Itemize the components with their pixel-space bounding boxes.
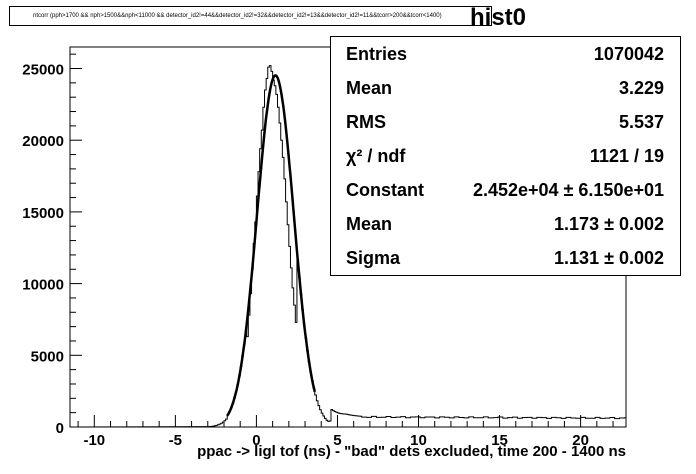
x-axis-title: ppac -> ligl tof (ns) - "bad" dets exclu…	[197, 443, 626, 460]
stats-value: 1.131 ± 0.002	[554, 248, 664, 268]
stats-label: Sigma	[346, 248, 401, 268]
stats-label: Entries	[346, 44, 408, 64]
stats-row: Constant 2.452e+04 ± 6.150e+01	[331, 174, 680, 208]
y-tick-label: 15000	[22, 205, 64, 222]
y-tick-label: 20000	[22, 133, 64, 150]
stats-box: Entries 1070042 Mean 3.229 RMS 5.537 χ² / ndf 1…	[330, 36, 681, 276]
stats-value: 1.173 ± 0.002	[554, 214, 664, 234]
x-tick-label: 20	[572, 432, 589, 449]
stats-value: 5.537	[618, 112, 664, 132]
gaussian-fit	[226, 74, 317, 417]
stats-row: Entries 1070042	[331, 38, 680, 72]
stats-row: RMS 5.537	[331, 106, 680, 140]
stats-label: χ² / ndf	[346, 146, 406, 166]
x-tick-label: 15	[491, 432, 508, 449]
stats-label: Mean	[346, 214, 393, 234]
stats-row: Mean 1.173 ± 0.002	[331, 208, 680, 242]
stats-row: Mean 3.229	[331, 72, 680, 106]
histogram-bins	[69, 65, 626, 428]
axes: 0 5000 10000 15000 20000 25000 -10 -5 0 5 10 15 20	[22, 53, 614, 449]
histogram-name: hist0	[470, 4, 527, 31]
y-tick-label: 0	[56, 420, 64, 437]
stats-value: 1121 / 19	[589, 146, 664, 166]
x-tick-label: -10	[83, 432, 105, 449]
y-tick-label: 5000	[31, 348, 64, 365]
cut-expression-label: ntcorr (pph>1700 && nph>1500&&nph<11000 …	[9, 6, 492, 26]
stats-row: χ² / ndf 1121 / 19	[331, 140, 680, 174]
x-tick-label: -5	[169, 432, 182, 449]
histogram-outline	[69, 65, 626, 428]
stats-label: RMS	[346, 112, 386, 132]
fit-curve	[226, 74, 317, 417]
x-tick-label: 5	[333, 432, 341, 449]
stats-label: Mean	[346, 78, 393, 98]
stats-label: Constant	[346, 180, 424, 200]
stats-row: Sigma 1.131 ± 0.002	[331, 242, 680, 276]
x-tick-label: 0	[252, 432, 260, 449]
stats-value: 3.229	[618, 78, 664, 98]
y-tick-label: 10000	[22, 277, 64, 294]
y-tick-label: 25000	[22, 62, 64, 79]
stats-value: 2.452e+04 ± 6.150e+01	[472, 180, 664, 200]
stats-value: 1070042	[593, 44, 664, 64]
x-tick-label: 10	[410, 432, 427, 449]
